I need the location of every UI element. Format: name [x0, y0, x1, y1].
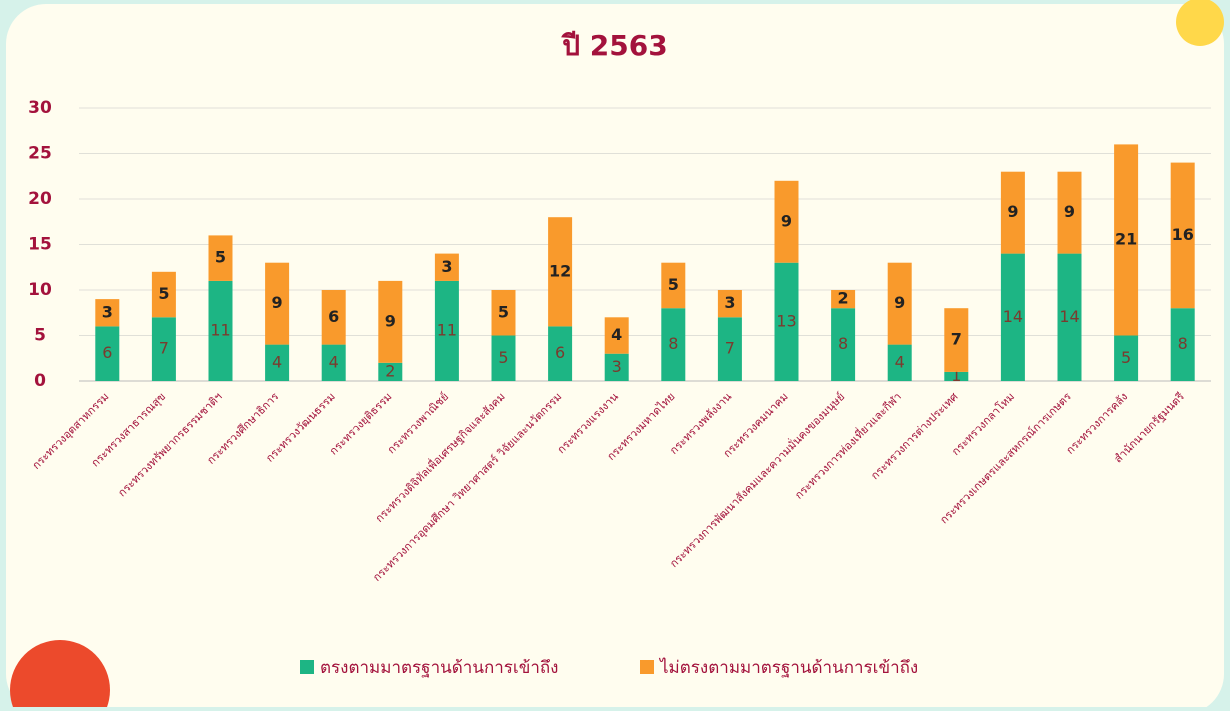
data-label: 5 [158, 284, 169, 303]
chart-title: ปี 2563 [560, 29, 667, 62]
data-label: 14 [1059, 307, 1079, 326]
data-label: 6 [102, 343, 112, 362]
data-label: 2 [838, 289, 849, 308]
decoration [1176, 0, 1224, 46]
data-label: 9 [1007, 202, 1018, 221]
data-label: 3 [441, 257, 452, 276]
data-label: 5 [498, 348, 508, 367]
data-label: 9 [781, 211, 792, 230]
data-label: 2 [385, 361, 395, 380]
data-label: 7 [159, 339, 169, 358]
data-label: 21 [1115, 229, 1137, 248]
legend-swatch [640, 660, 654, 674]
data-label: 5 [215, 248, 226, 267]
data-label: 9 [385, 311, 396, 330]
data-label: 9 [272, 293, 283, 312]
data-label: 9 [1064, 202, 1075, 221]
data-label: 3 [612, 357, 622, 376]
data-label: 4 [611, 325, 622, 344]
data-label: 8 [1178, 334, 1188, 353]
y-tick-label: 30 [28, 98, 52, 118]
data-label: 14 [1003, 307, 1023, 326]
data-label: 9 [894, 293, 905, 312]
data-label: 3 [724, 293, 735, 312]
data-label: 11 [210, 320, 230, 339]
y-tick-label: 20 [28, 189, 52, 209]
legend-label: ตรงตามมาตรฐานด้านการเข้าถึง [320, 658, 558, 678]
data-label: 5 [1121, 348, 1131, 367]
data-label: 7 [725, 339, 735, 358]
data-label: 16 [1172, 225, 1194, 244]
y-tick-label: 5 [34, 326, 46, 346]
data-label: 4 [272, 352, 282, 371]
legend-label: ไม่ตรงตามมาตรฐานด้านการเข้าถึง [658, 657, 918, 678]
legend-swatch [300, 660, 314, 674]
data-label: 3 [102, 302, 113, 321]
chart: ปี 2563 051015202530กระทรวงอุตสาหกรรม63ก… [0, 0, 1230, 707]
y-tick-label: 10 [28, 280, 52, 300]
data-label: 4 [329, 352, 339, 371]
y-tick-label: 15 [28, 235, 52, 255]
data-label: 6 [555, 343, 565, 362]
y-tick-label: 25 [28, 144, 52, 164]
data-label: 8 [838, 334, 848, 353]
page: {"chart_data": {"type": "stacked-bar", "… [0, 0, 1230, 707]
data-label: 5 [668, 275, 679, 294]
data-label: 6 [328, 307, 339, 326]
data-label: 13 [776, 311, 796, 330]
y-tick-label: 0 [34, 371, 46, 391]
data-label: 11 [437, 320, 457, 339]
data-label: 5 [498, 302, 509, 321]
data-label: 4 [895, 352, 905, 371]
data-label: 7 [951, 330, 962, 349]
data-label: 12 [549, 261, 571, 280]
data-label: 8 [668, 334, 678, 353]
